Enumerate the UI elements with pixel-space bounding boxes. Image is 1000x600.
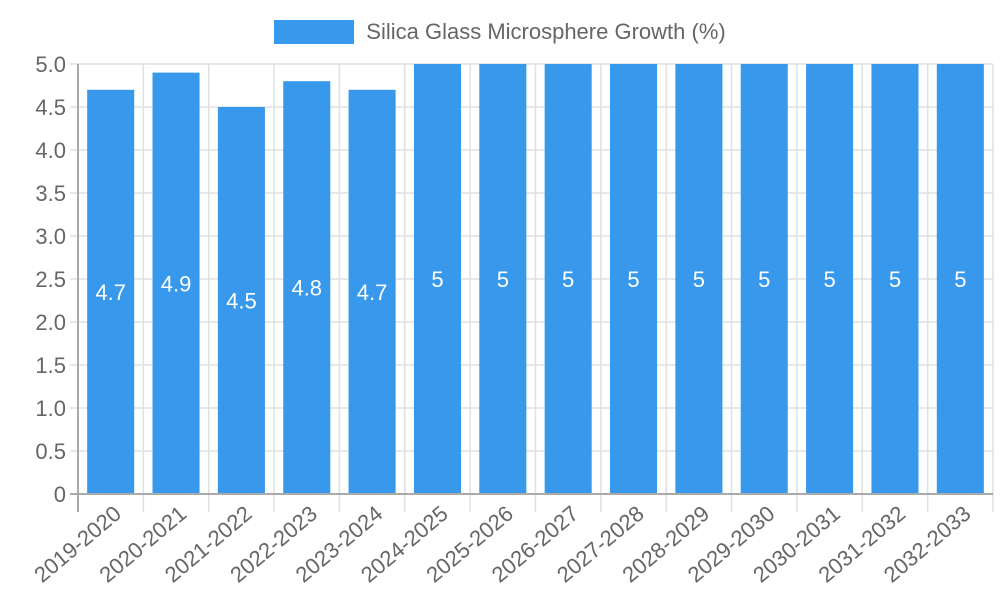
data-label: 5 <box>627 267 639 292</box>
y-tick-label: 5.0 <box>35 52 66 77</box>
y-tick-label: 2.5 <box>35 267 66 292</box>
y-tick-label: 4.5 <box>35 95 66 120</box>
y-tick-label: 3.0 <box>35 224 66 249</box>
data-label: 4.7 <box>357 280 388 305</box>
bar[interactable] <box>544 64 592 494</box>
bar[interactable] <box>675 64 723 494</box>
data-label: 4.9 <box>161 271 192 296</box>
y-axis-ticks: 0 0.5 1.0 1.5 2.0 2.5 3.0 3.5 4.0 4.5 5.0 <box>35 52 66 507</box>
grid-lines <box>70 63 994 512</box>
data-label: 4.5 <box>226 289 257 314</box>
data-label: 4.7 <box>95 280 126 305</box>
bar[interactable] <box>610 64 658 494</box>
bar[interactable] <box>479 64 527 494</box>
bar[interactable] <box>871 64 919 494</box>
data-label: 5 <box>889 267 901 292</box>
bar[interactable] <box>283 81 331 494</box>
chart-legend[interactable]: Silica Glass Microsphere Growth (%) <box>0 18 1000 46</box>
legend-label: Silica Glass Microsphere Growth (%) <box>366 19 726 44</box>
bar[interactable] <box>936 64 984 494</box>
data-label: 5 <box>758 267 770 292</box>
axes <box>70 64 993 512</box>
bar[interactable] <box>217 107 265 494</box>
bar[interactable] <box>806 64 854 494</box>
y-tick-label: 3.5 <box>35 181 66 206</box>
data-label: 5 <box>954 267 966 292</box>
bar[interactable] <box>740 64 788 494</box>
y-tick-label: 0 <box>54 482 66 507</box>
data-label: 4.8 <box>291 276 322 301</box>
y-tick-label: 0.5 <box>35 439 66 464</box>
data-labels: 4.7 4.9 4.5 4.8 4.7 5 5 5 5 5 5 5 5 5 <box>95 267 966 314</box>
bars <box>87 64 984 495</box>
data-label: 5 <box>693 267 705 292</box>
data-label: 5 <box>823 267 835 292</box>
y-tick-label: 1.5 <box>35 353 66 378</box>
x-axis-ticks: 2019-20202020-20212021-20222022-20232023… <box>29 501 975 588</box>
data-label: 5 <box>431 267 443 292</box>
data-label: 5 <box>497 267 509 292</box>
legend-swatch <box>274 20 355 44</box>
bar[interactable] <box>413 64 461 494</box>
y-tick-label: 4.0 <box>35 138 66 163</box>
bar[interactable] <box>348 89 396 495</box>
data-label: 5 <box>562 267 574 292</box>
y-tick-label: 2.0 <box>35 310 66 335</box>
bar[interactable] <box>152 72 200 494</box>
bar[interactable] <box>87 89 135 495</box>
y-tick-label: 1.0 <box>35 396 66 421</box>
